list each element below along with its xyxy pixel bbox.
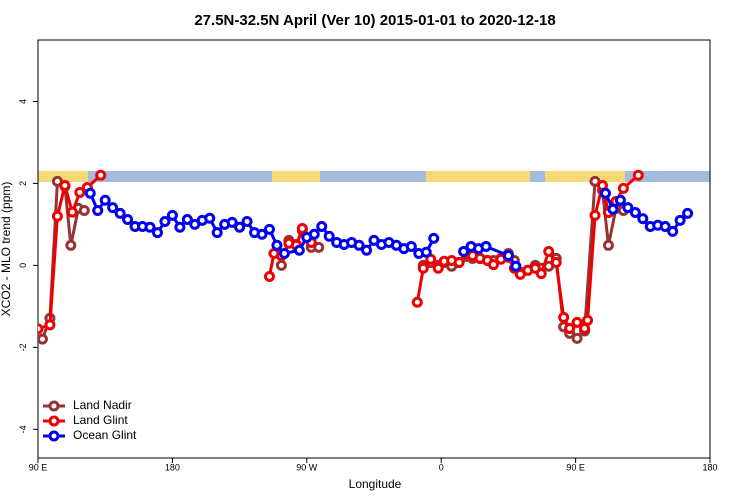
data-point bbox=[271, 239, 283, 251]
x-tick-label: 180 bbox=[165, 462, 180, 472]
data-point bbox=[617, 182, 629, 194]
data-point bbox=[263, 223, 275, 235]
data-point bbox=[599, 187, 611, 199]
data-point bbox=[428, 232, 440, 244]
y-axis-title: XCO2 - MLO trend (ppm) bbox=[0, 182, 13, 317]
data-point bbox=[107, 202, 119, 214]
data-point bbox=[234, 221, 246, 233]
data-point bbox=[432, 262, 444, 274]
x-tick-label: 90 E bbox=[566, 462, 585, 472]
data-point bbox=[144, 221, 156, 233]
data-point bbox=[204, 212, 216, 224]
data-point bbox=[571, 316, 583, 328]
data-point bbox=[95, 169, 107, 181]
data-point bbox=[296, 223, 308, 235]
plot-area bbox=[38, 169, 694, 345]
data-point bbox=[674, 214, 686, 226]
data-point bbox=[614, 194, 626, 206]
data-point bbox=[550, 257, 562, 269]
data-point bbox=[159, 216, 171, 228]
data-point bbox=[51, 210, 63, 222]
data-point bbox=[582, 314, 594, 326]
data-point bbox=[510, 260, 522, 272]
data-point bbox=[420, 246, 432, 258]
data-point bbox=[166, 209, 178, 221]
data-point bbox=[151, 227, 163, 239]
data-point bbox=[453, 257, 465, 269]
data-point bbox=[84, 187, 96, 199]
data-point bbox=[316, 220, 328, 232]
data-point bbox=[263, 270, 275, 282]
y-tick-label: 2 bbox=[18, 181, 28, 186]
data-point bbox=[622, 202, 634, 214]
data-point bbox=[682, 207, 694, 219]
y-tick-label: 0 bbox=[18, 263, 28, 268]
data-point bbox=[558, 311, 570, 323]
legend-marker bbox=[48, 415, 60, 427]
x-tick-label: 180 bbox=[702, 462, 717, 472]
y-tick-label: 4 bbox=[18, 99, 28, 104]
data-point bbox=[659, 220, 671, 232]
data-point bbox=[632, 169, 644, 181]
data-point bbox=[487, 259, 499, 271]
data-point bbox=[65, 239, 77, 251]
data-point bbox=[275, 259, 287, 271]
y-tick-label: -2 bbox=[18, 343, 28, 351]
x-axis-title: Longitude bbox=[349, 477, 402, 491]
data-point bbox=[66, 206, 78, 218]
data-point bbox=[92, 204, 104, 216]
data-point bbox=[308, 228, 320, 240]
y-tick-label: -4 bbox=[18, 425, 28, 433]
data-point bbox=[637, 213, 649, 225]
data-point bbox=[411, 296, 423, 308]
data-point bbox=[211, 227, 223, 239]
data-point bbox=[571, 332, 583, 344]
plot-frame bbox=[37, 39, 711, 459]
surface-strip bbox=[38, 171, 710, 182]
data-point bbox=[323, 230, 335, 242]
data-point bbox=[174, 221, 186, 233]
data-point bbox=[241, 216, 253, 228]
data-point bbox=[122, 213, 134, 225]
x-tick-label: 0 bbox=[439, 462, 444, 472]
data-point bbox=[353, 239, 365, 251]
data-point bbox=[99, 194, 111, 206]
data-point bbox=[114, 207, 126, 219]
data-point bbox=[535, 268, 547, 280]
legend-label: Ocean Glint bbox=[73, 428, 137, 442]
data-point bbox=[74, 186, 86, 198]
data-point bbox=[405, 241, 417, 253]
data-point bbox=[278, 248, 290, 260]
data-point bbox=[313, 241, 325, 253]
data-point bbox=[564, 323, 576, 335]
data-point bbox=[502, 250, 514, 262]
x-tick-label: 90 E bbox=[29, 462, 48, 472]
data-point bbox=[226, 216, 238, 228]
data-point bbox=[361, 244, 373, 256]
data-point bbox=[38, 333, 48, 345]
data-point bbox=[417, 262, 429, 274]
data-point bbox=[589, 209, 601, 221]
legend-label: Land Glint bbox=[73, 413, 128, 427]
legend-marker bbox=[48, 400, 60, 412]
legend-label: Land Nadir bbox=[73, 398, 132, 412]
data-point bbox=[667, 225, 679, 237]
data-point bbox=[181, 213, 193, 225]
legend-marker bbox=[48, 430, 60, 442]
data-point bbox=[78, 204, 90, 216]
data-point bbox=[458, 245, 470, 257]
data-point bbox=[59, 179, 71, 191]
data-point bbox=[607, 203, 619, 215]
data-point bbox=[38, 323, 44, 335]
data-point bbox=[543, 245, 555, 257]
chart-title: 27.5N-32.5N April (Ver 10) 2015-01-01 to… bbox=[194, 12, 555, 29]
data-point bbox=[44, 319, 56, 331]
data-point bbox=[629, 207, 641, 219]
data-point bbox=[480, 241, 492, 253]
data-point bbox=[602, 239, 614, 251]
data-point bbox=[256, 228, 268, 240]
data-point bbox=[293, 244, 305, 256]
x-tick-label: 90 W bbox=[296, 462, 318, 472]
